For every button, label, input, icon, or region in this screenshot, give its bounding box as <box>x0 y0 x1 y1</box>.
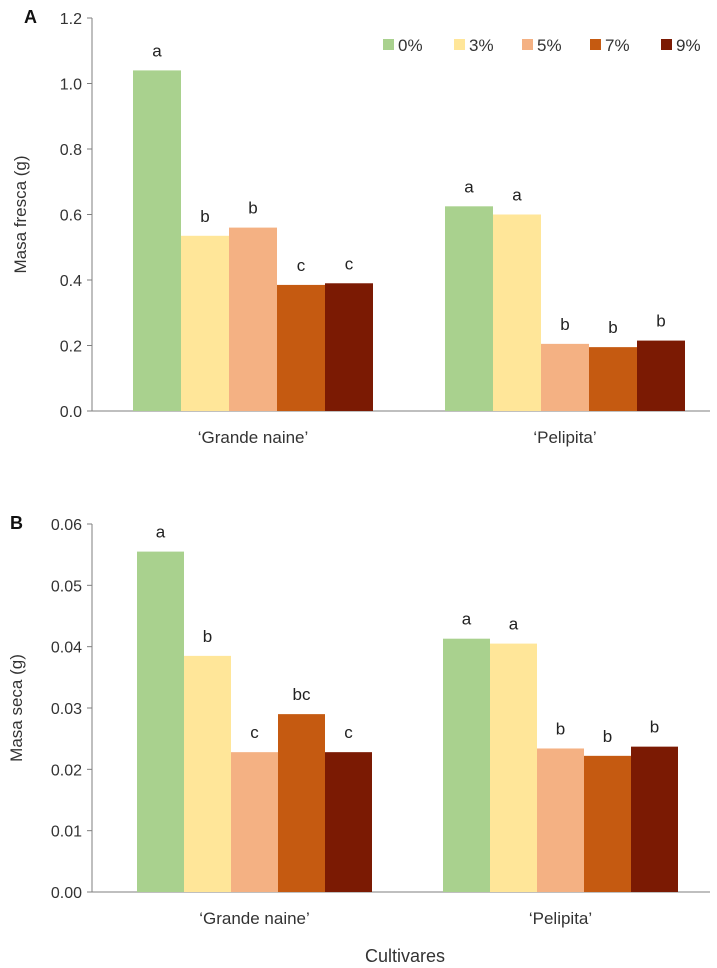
legend-label: 5% <box>537 36 562 55</box>
y-axis-title: Masa seca (g) <box>7 654 26 762</box>
bar-A-0-4 <box>325 283 373 411</box>
legend-label: 9% <box>676 36 701 55</box>
bar-B-0-4 <box>325 752 372 892</box>
x-axis-title: Cultivares <box>365 946 445 966</box>
bar-letter-label: c <box>297 256 306 275</box>
bar-B-0-1 <box>184 655 231 892</box>
y-tick-label: 0.04 <box>51 640 82 657</box>
bar-A-1-4 <box>637 340 685 411</box>
y-tick-label: 0.6 <box>60 208 82 225</box>
legend-swatch <box>590 39 601 50</box>
y-tick-label: 0.2 <box>60 339 82 356</box>
bar-A-0-2 <box>229 227 277 411</box>
bar-B-1-4 <box>631 746 678 892</box>
bar-B-1-0 <box>443 638 490 892</box>
bar-B-1-3 <box>584 755 631 892</box>
category-label: ‘Grande naine’ <box>198 428 309 447</box>
bar-A-0-1 <box>181 235 229 411</box>
bar-letter-label: a <box>156 523 166 542</box>
bar-letter-label: b <box>603 727 612 746</box>
y-tick-label: 0.8 <box>60 142 82 159</box>
category-label: ‘Pelipita’ <box>533 428 596 447</box>
legend-label: 0% <box>398 36 423 55</box>
legend-swatch <box>383 39 394 50</box>
bar-letter-label: c <box>345 254 354 273</box>
bar-B-1-1 <box>490 643 537 892</box>
bar-letter-label: b <box>650 718 659 737</box>
bar-letter-label: b <box>608 318 617 337</box>
y-axis-title: Masa fresca (g) <box>11 155 30 273</box>
legend-label: 3% <box>469 36 494 55</box>
bar-B-1-2 <box>537 748 584 892</box>
panel-label: B <box>10 513 23 533</box>
bar-letter-label: b <box>560 315 569 334</box>
bar-B-0-3 <box>278 714 325 892</box>
bar-A-1-3 <box>589 347 637 411</box>
bar-letter-label: c <box>344 723 353 742</box>
y-tick-label: 0.06 <box>51 517 82 534</box>
y-tick-label: 1.0 <box>60 77 82 94</box>
y-tick-label: 0.05 <box>51 578 82 595</box>
bar-letter-label: b <box>203 627 212 646</box>
legend-swatch <box>522 39 533 50</box>
bar-letter-label: a <box>509 615 519 634</box>
y-tick-label: 0.02 <box>51 762 82 779</box>
y-tick-label: 0.0 <box>60 404 82 421</box>
bar-letter-label: b <box>200 207 209 226</box>
bar-letter-label: a <box>512 186 522 205</box>
bar-A-1-0 <box>445 206 493 411</box>
y-tick-label: 0.00 <box>51 885 82 902</box>
bar-A-1-2 <box>541 343 589 411</box>
bar-letter-label: b <box>556 719 565 738</box>
y-tick-label: 1.2 <box>60 11 82 28</box>
bar-letter-label: a <box>464 177 474 196</box>
legend-label: 7% <box>605 36 630 55</box>
bar-letter-label: a <box>152 41 162 60</box>
bar-letter-label: a <box>462 610 472 629</box>
category-label: ‘Grande naine’ <box>199 909 310 928</box>
y-tick-label: 0.01 <box>51 824 82 841</box>
y-tick-label: 0.4 <box>60 273 82 290</box>
legend-swatch <box>661 39 672 50</box>
legend-swatch <box>454 39 465 50</box>
bar-letter-label: bc <box>293 685 311 704</box>
bar-letter-label: c <box>250 723 259 742</box>
bar-A-1-1 <box>493 214 541 411</box>
bar-letter-label: b <box>248 199 257 218</box>
bar-B-0-0 <box>137 551 184 892</box>
bar-A-0-0 <box>133 70 181 412</box>
y-tick-label: 0.03 <box>51 701 82 718</box>
panel-label: A <box>24 7 37 27</box>
bar-letter-label: b <box>656 312 665 331</box>
bar-A-0-3 <box>277 284 325 411</box>
bar-B-0-2 <box>231 752 278 892</box>
category-label: ‘Pelipita’ <box>529 909 592 928</box>
